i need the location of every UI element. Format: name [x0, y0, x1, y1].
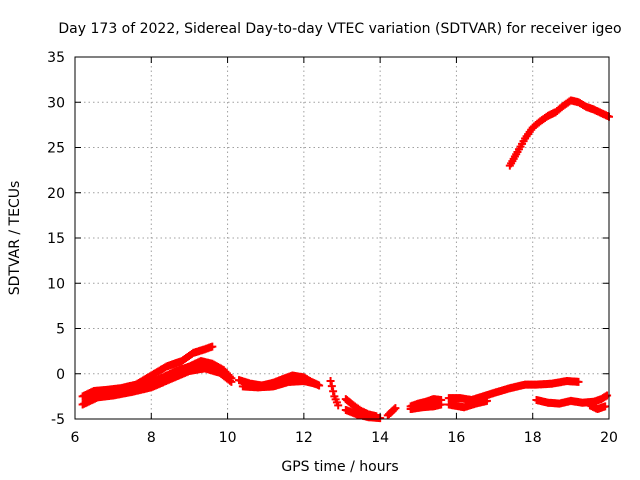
x-tick-label: 16 [448, 430, 466, 446]
series-segment-3 [326, 376, 343, 410]
y-tick-label: 10 [47, 276, 65, 292]
y-tick-label: 0 [56, 367, 65, 383]
x-tick-label: 6 [71, 430, 80, 446]
data-point [390, 405, 399, 414]
x-tick-label: 8 [147, 430, 156, 446]
series-segment-4-low [341, 405, 385, 423]
chart-title: Day 173 of 2022, Sidereal Day-to-day VTE… [58, 21, 621, 37]
series-segment-8-low [585, 401, 610, 414]
data-point [574, 377, 583, 386]
y-tick-label: -5 [51, 412, 65, 428]
x-tick-label: 12 [295, 430, 313, 446]
data-point [326, 376, 335, 385]
x-tick-label: 10 [219, 430, 237, 446]
x-tick-label: 20 [600, 430, 618, 446]
x-tick-label: 14 [371, 430, 389, 446]
series-segment-2-low [238, 376, 320, 392]
y-tick-label: 30 [47, 95, 65, 111]
series-segment-5 [383, 404, 400, 420]
y-tick-label: 35 [47, 50, 65, 66]
series-segment-7-low [444, 396, 491, 412]
grid [75, 57, 609, 419]
data-point [437, 400, 446, 409]
y-tick-label: 25 [47, 141, 65, 157]
series-segment-6-low [406, 400, 446, 414]
data-point [208, 342, 217, 351]
series-segment-1-lower [78, 364, 236, 409]
x-axis-label: GPS time / hours [281, 459, 398, 475]
y-tick-label: 20 [47, 186, 65, 202]
y-tick-label: 5 [56, 322, 65, 338]
axis-ticks: 6 8 10 12 14 16 18 20 -5 0 5 10 15 20 25 30 35 [47, 50, 618, 446]
y-axis-label: SDTVAR / TECUs [7, 181, 23, 296]
data-point [227, 377, 236, 386]
data-series [78, 96, 613, 423]
series-segment-1-upper [78, 342, 217, 401]
series-segment-7 [444, 376, 583, 404]
series-segment-9 [505, 96, 613, 170]
data-point [391, 404, 400, 413]
data-point [329, 387, 338, 396]
data-point [334, 401, 343, 410]
data-point [225, 376, 234, 385]
data-point [482, 396, 491, 405]
data-point [603, 391, 612, 400]
y-tick-label: 15 [47, 231, 65, 247]
data-point [311, 379, 320, 388]
data-point [327, 382, 336, 391]
x-tick-label: 18 [524, 430, 542, 446]
data-point [601, 402, 610, 411]
